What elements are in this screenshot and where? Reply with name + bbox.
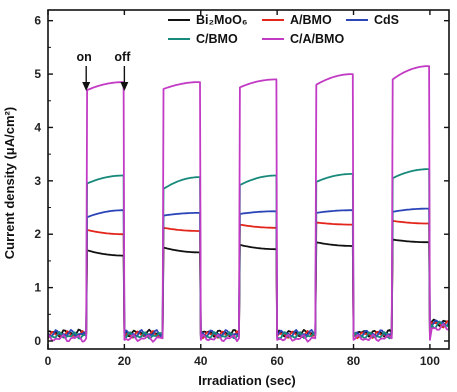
legend-label-3: C/BMO (196, 32, 238, 46)
x-tick-label: 80 (347, 354, 361, 368)
y-tick-label: 6 (34, 14, 41, 28)
annotation-arrowhead-1 (120, 82, 129, 91)
y-tick-label: 1 (34, 281, 41, 295)
ticks: 0 20 40 60 80 100 0 1 2 3 4 5 6 (34, 10, 449, 368)
x-tick-label: 20 (118, 354, 132, 368)
axes (47, 9, 450, 350)
legend: Bi₂MoO₆ A/BMO CdS C/BMO C/A/BMO (168, 13, 399, 46)
plot-frame (47, 9, 450, 350)
x-axis-title: Irradiation (sec) (198, 373, 296, 388)
legend-label-1: A/BMO (290, 13, 332, 27)
annotations: on off (77, 50, 131, 91)
legend-label-2: CdS (374, 13, 399, 27)
y-tick-label: 0 (34, 334, 41, 348)
x-tick-label: 0 (45, 354, 52, 368)
annotation-off: off (114, 50, 131, 64)
x-tick-label: 100 (420, 354, 440, 368)
series-line-4 (47, 65, 450, 343)
y-tick-label: 2 (34, 227, 41, 241)
series-lines (47, 65, 450, 343)
y-axis-title: Current density (μA/cm²) (2, 107, 17, 259)
x-tick-label: 60 (270, 354, 284, 368)
series-line-0 (47, 238, 450, 338)
y-tick-label: 5 (34, 67, 41, 81)
series-line-3 (47, 168, 450, 340)
legend-label-0: Bi₂MoO₆ (196, 13, 248, 27)
x-tick-label: 40 (194, 354, 208, 368)
series-line-1 (47, 220, 450, 340)
y-tick-label: 3 (34, 174, 41, 188)
annotation-arrowhead-0 (82, 82, 91, 91)
series-line-2 (47, 207, 450, 338)
legend-label-4: C/A/BMO (290, 32, 344, 46)
y-tick-label: 4 (34, 120, 41, 134)
annotation-on: on (77, 50, 92, 64)
